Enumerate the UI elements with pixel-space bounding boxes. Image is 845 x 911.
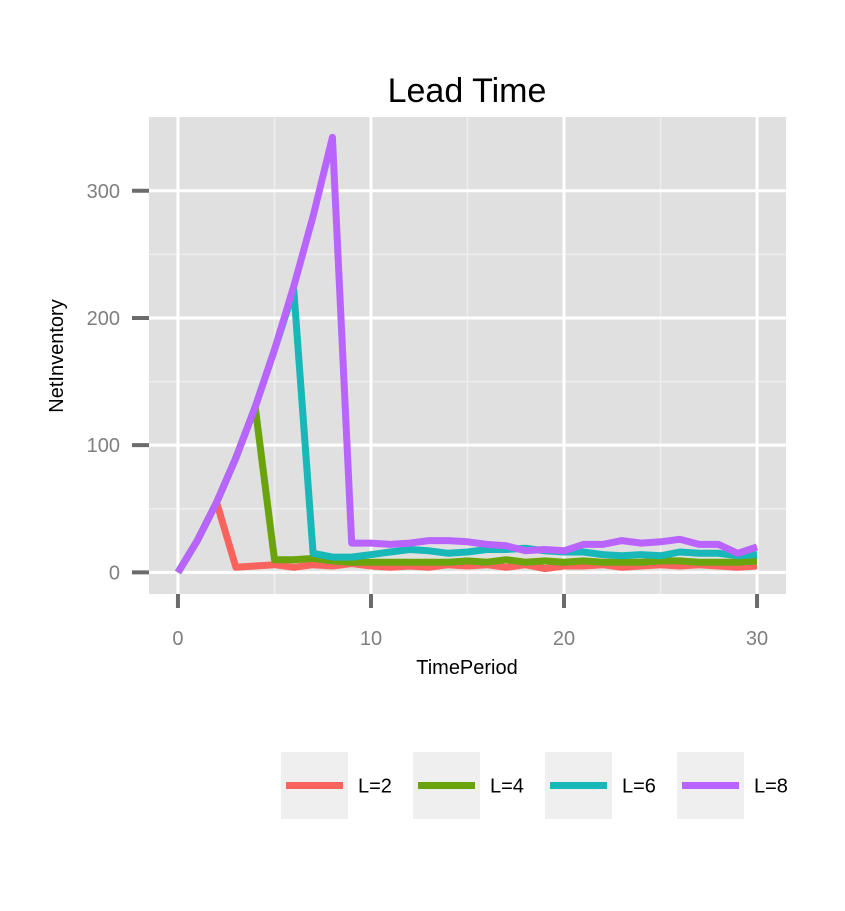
x-tick-label: 20	[553, 628, 575, 650]
y-tick-label: 300	[87, 181, 120, 203]
legend-label: L=4	[490, 776, 524, 798]
y-axis-title: NetInventory	[46, 299, 68, 412]
legend-label: L=6	[622, 776, 656, 798]
x-axis-title: TimePeriod	[416, 657, 518, 679]
x-tick-label: 0	[172, 628, 183, 650]
grid-minor	[149, 117, 786, 594]
chart-title: Lead Time	[388, 72, 547, 110]
series-layer	[175, 133, 759, 575]
grid-major	[149, 117, 786, 594]
series-line-L=2	[175, 498, 758, 575]
legend-label: L=8	[754, 776, 788, 798]
x-tick-label: 10	[360, 628, 382, 650]
y-tick-label: 200	[87, 308, 120, 330]
legend: L=2 L=4 L=6 L=8	[281, 752, 788, 819]
y-tick-label: 100	[87, 435, 120, 457]
legend-label: L=2	[358, 776, 392, 798]
series-line-L=8	[175, 133, 759, 575]
y-tick-label: 0	[109, 562, 120, 584]
axis-ticks	[132, 188, 760, 608]
x-tick-label: 30	[746, 628, 768, 650]
series-line-L=4	[175, 403, 758, 575]
